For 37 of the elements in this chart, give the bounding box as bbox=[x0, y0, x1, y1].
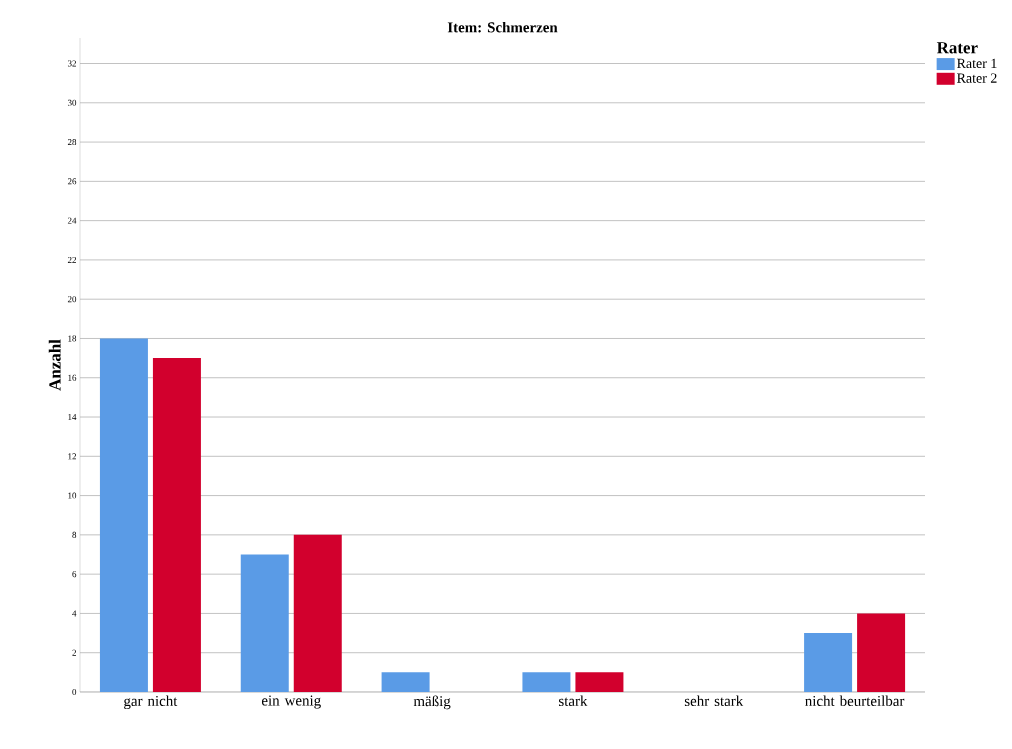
y-tick-label: 6 bbox=[72, 571, 77, 578]
y-tick-label: 22 bbox=[67, 256, 76, 263]
x-tick-label: gar nicht bbox=[124, 695, 178, 710]
y-tick-label: 0 bbox=[72, 688, 77, 696]
x-tick-label: sehr stark bbox=[684, 695, 744, 707]
bar bbox=[857, 613, 906, 692]
y-tick-label: 2 bbox=[72, 649, 76, 656]
bar bbox=[522, 672, 571, 692]
y-tick-label: 26 bbox=[67, 178, 77, 185]
y-tick-label: 16 bbox=[68, 374, 77, 381]
bar bbox=[240, 554, 289, 692]
y-tick-label: 12 bbox=[68, 453, 76, 460]
y-tick-label: 10 bbox=[68, 492, 77, 499]
y-tick-label: 14 bbox=[68, 414, 77, 420]
chart-title: Item: Schmerzen bbox=[447, 21, 558, 33]
bar bbox=[381, 672, 430, 692]
legend-title: Rater bbox=[936, 42, 978, 54]
y-tick-label: 28 bbox=[67, 139, 77, 146]
x-tick-label: nicht beurteilbar bbox=[805, 695, 905, 707]
bar bbox=[152, 358, 201, 692]
x-tick-label: stark bbox=[559, 695, 588, 707]
bar bbox=[99, 338, 148, 692]
bar bbox=[575, 672, 624, 692]
y-tick-label: 4 bbox=[72, 610, 77, 617]
y-tick-label: 18 bbox=[68, 335, 77, 342]
y-tick-label: 32 bbox=[67, 60, 76, 67]
x-tick-label: ein wenig bbox=[261, 695, 321, 709]
bar bbox=[293, 534, 342, 692]
y-tick-label: 8 bbox=[72, 531, 77, 538]
legend-label: Rater 2 bbox=[957, 73, 997, 83]
y-tick-label: 30 bbox=[67, 99, 77, 106]
bar bbox=[804, 633, 853, 692]
y-tick-label: 20 bbox=[67, 296, 77, 303]
legend-label: Rater 1 bbox=[957, 58, 997, 69]
x-tick-label: mäßig bbox=[413, 695, 451, 710]
y-tick-label: 24 bbox=[67, 217, 77, 224]
y-axis-title: Anzahl bbox=[48, 339, 61, 391]
